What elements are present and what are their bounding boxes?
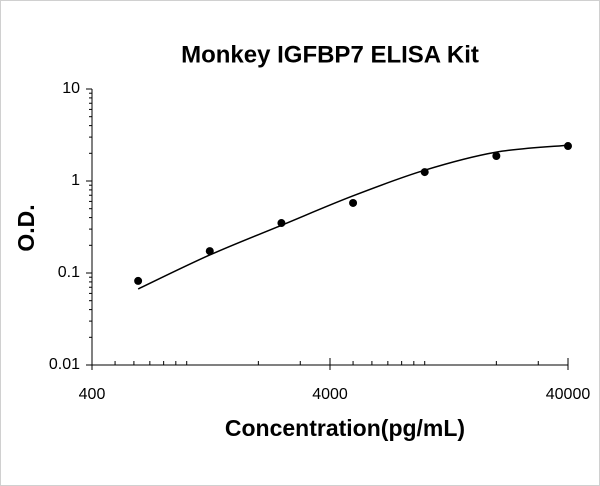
x-tick-label: 400 xyxy=(79,386,106,403)
fit-curve xyxy=(137,144,569,290)
y-tick-label: 10 xyxy=(62,80,80,97)
data-point xyxy=(492,151,501,160)
x-tick-label: 40000 xyxy=(546,386,591,403)
y-tick-label: 0.1 xyxy=(58,264,80,281)
y-axis-label: O.D. xyxy=(13,204,39,251)
data-point xyxy=(205,247,214,256)
data-point xyxy=(349,198,358,207)
x-axis-label: Concentration(pg/mL) xyxy=(225,415,465,441)
y-tick-label: 0.01 xyxy=(49,356,80,373)
y-tick-label: 1 xyxy=(71,172,80,189)
data-point xyxy=(134,276,143,285)
data-point xyxy=(564,142,572,151)
x-tick-label: 4000 xyxy=(312,386,348,403)
chart-title: Monkey IGFBP7 ELISA Kit xyxy=(181,41,479,68)
